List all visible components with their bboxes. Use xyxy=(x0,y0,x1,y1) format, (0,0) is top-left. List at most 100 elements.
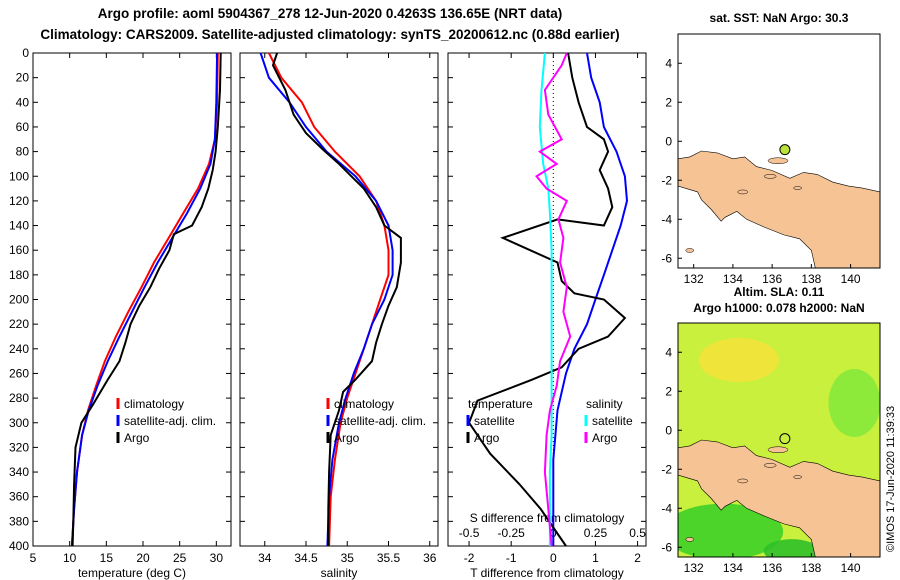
map-ytick-label: -4 xyxy=(661,212,672,226)
sdiff-legend-label: satellite xyxy=(592,414,633,428)
sal-legend-label: Argo xyxy=(334,431,360,445)
series-satellite-adj-clim- xyxy=(70,52,219,547)
argo-position-marker xyxy=(779,144,791,156)
island xyxy=(767,446,789,453)
salinity-xtick-label: 34 xyxy=(258,551,272,565)
series-t-argo xyxy=(467,52,627,547)
differences-xtick-label: 0 xyxy=(550,551,557,565)
differences-xlabel: T difference from climatology xyxy=(470,566,624,580)
depth-tick-label: 260 xyxy=(9,366,29,380)
new-guinea-coast xyxy=(678,150,880,268)
differences-xtick-label: 1 xyxy=(592,551,599,565)
map-xtick-label: 138 xyxy=(801,272,821,286)
map-xtick-label: 134 xyxy=(723,561,743,575)
depth-tick-label: 400 xyxy=(9,539,29,553)
depth-tick-label: 300 xyxy=(9,416,29,430)
map-ytick-label: -6 xyxy=(661,540,672,554)
series-argo xyxy=(271,52,402,546)
island xyxy=(767,157,789,164)
differences-xtick-label: -2 xyxy=(464,551,475,565)
salinity-xtick-label: 36 xyxy=(423,551,437,565)
sla-low-patch xyxy=(678,503,784,557)
depth-tick-label: 140 xyxy=(9,219,29,233)
sdiff-legend-label: Argo xyxy=(592,431,618,445)
depth-tick-label: 80 xyxy=(16,145,30,159)
sdiff-tick-label: -0.5 xyxy=(459,526,480,540)
series-satellite-adj-clim- xyxy=(259,52,394,547)
map-xtick-label: 136 xyxy=(762,272,782,286)
new-guinea-coast xyxy=(678,439,880,557)
map-ytick-label: 0 xyxy=(665,423,672,437)
sal-legend-label: climatology xyxy=(334,397,394,411)
map-ytick-label: 0 xyxy=(665,134,672,148)
series-argo xyxy=(71,52,222,547)
salinity-panel: 34 34.5 35 35.5 36 salinity climatology satelli… xyxy=(239,52,439,580)
differences-xtick-label: 2 xyxy=(634,551,641,565)
differences-frame xyxy=(447,52,647,547)
map-ytick-label: -4 xyxy=(661,501,672,515)
differences-xtick-label: -1 xyxy=(506,551,517,565)
map-frame xyxy=(677,322,881,558)
salinity-xtick-label: 35.5 xyxy=(377,551,401,565)
map-ytick-label: -2 xyxy=(661,173,672,187)
map-xtick-label: 140 xyxy=(841,272,861,286)
salinity-frame xyxy=(239,52,439,547)
depth-tick-label: 360 xyxy=(9,490,29,504)
map-ytick-label: 4 xyxy=(665,345,672,359)
island xyxy=(763,463,777,468)
temperature-xtick-label: 10 xyxy=(63,551,77,565)
series-climatology xyxy=(268,52,390,547)
depth-tick-label: 20 xyxy=(16,71,30,85)
map-ytick-label: 4 xyxy=(665,56,672,70)
sla-map-panel: 132 134 136 138 140 4 2 0 -2 -4 -6 Altim. SLA: 0.11… xyxy=(661,285,881,575)
temp-legend-label: Argo xyxy=(124,431,150,445)
island xyxy=(763,174,777,179)
sla-low-patch xyxy=(763,539,820,557)
argo-position-marker xyxy=(779,433,791,445)
temperature-frame xyxy=(32,52,232,547)
depth-tick-label: 240 xyxy=(9,342,29,356)
depth-tick-label: 380 xyxy=(9,514,29,528)
temperature-xtick-label: 20 xyxy=(136,551,150,565)
depth-tick-label: 120 xyxy=(9,194,29,208)
temperature-xtick-label: 15 xyxy=(100,551,114,565)
depth-tick-label: 0 xyxy=(22,46,29,60)
difference-panel: -2 -1 0 1 2 T difference from climatology -0.5… xyxy=(447,52,647,580)
map-frame xyxy=(677,33,881,269)
sdiff-tick-label: 0.25 xyxy=(584,526,608,540)
depth-tick-label: 160 xyxy=(9,243,29,257)
temp-legend-label: satellite-adj. clim. xyxy=(124,414,216,428)
island xyxy=(737,478,748,484)
figure-title-line2: Climatology: CARS2009. Satellite-adjuste… xyxy=(40,27,620,42)
depth-tick-label: 180 xyxy=(9,268,29,282)
map-ytick-label: -6 xyxy=(661,251,672,265)
map-title: sat. SST: NaN Argo: 30.3 xyxy=(710,11,849,25)
island xyxy=(793,186,802,190)
series-s-argo xyxy=(534,52,572,547)
map-ytick-label: 2 xyxy=(665,95,672,109)
map-title: Altim. SLA: 0.11 xyxy=(734,285,825,299)
salinity-xtick-label: 34.5 xyxy=(294,551,318,565)
temperature-xtick-label: 5 xyxy=(30,551,37,565)
tdiff-legend-label: Argo xyxy=(474,431,500,445)
temperature-xtick-label: 30 xyxy=(210,551,224,565)
map-xtick-label: 136 xyxy=(762,561,782,575)
temp-legend-label: climatology xyxy=(124,397,184,411)
sdiff-tick-label: -0.25 xyxy=(498,526,526,540)
island xyxy=(793,475,802,479)
sst-map-panel: 132 134 136 138 140 4 2 0 -2 -4 -6 sat. SST: NaN Ar… xyxy=(661,11,881,286)
temperature-xlabel: temperature (deg C) xyxy=(78,566,186,580)
depth-tick-label: 280 xyxy=(9,391,29,405)
sla-high-patch xyxy=(698,338,779,383)
salinity-xlabel: salinity xyxy=(321,566,358,580)
map-content xyxy=(678,34,880,268)
tdiff-legend-label: satellite xyxy=(474,414,515,428)
salinity-xtick-label: 35 xyxy=(341,551,355,565)
temperature-xtick-label: 25 xyxy=(173,551,187,565)
figure-title-line1: Argo profile: aoml 5904367_278 12-Jun-20… xyxy=(97,6,563,21)
tdiff-legend-label: temperature xyxy=(468,397,533,411)
island xyxy=(737,189,748,195)
sla-patch xyxy=(828,368,880,437)
depth-tick-label: 340 xyxy=(9,465,29,479)
